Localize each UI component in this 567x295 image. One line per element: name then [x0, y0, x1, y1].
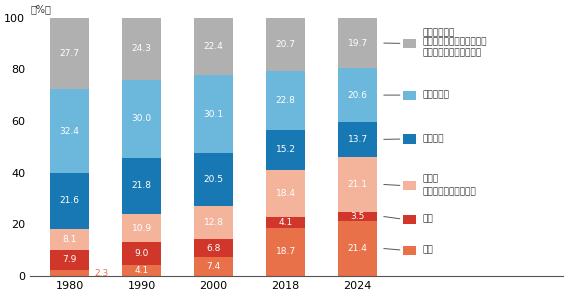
Text: 9.0: 9.0 [134, 249, 149, 258]
Bar [194, 239, 234, 257]
Bar [403, 39, 416, 48]
Text: 18.4: 18.4 [276, 189, 295, 198]
Bar [122, 214, 162, 242]
Text: 20.6: 20.6 [348, 91, 367, 100]
Text: アジア: アジア [423, 175, 439, 183]
Bar [50, 18, 90, 89]
Bar [266, 217, 306, 228]
Bar [194, 18, 234, 76]
Text: ヨーロッパ: ヨーロッパ [423, 91, 450, 100]
Text: 中国: 中国 [423, 246, 434, 255]
Text: 12.8: 12.8 [204, 218, 223, 227]
Bar [266, 170, 306, 217]
Text: 3.5: 3.5 [350, 212, 365, 221]
Text: （日本・中国を除く）: （日本・中国を除く） [423, 188, 476, 196]
Text: 6.8: 6.8 [206, 244, 221, 253]
Text: 7.4: 7.4 [206, 262, 221, 271]
Bar [338, 221, 378, 276]
Bar [338, 212, 378, 221]
Bar [338, 157, 378, 212]
Text: 10.9: 10.9 [132, 224, 152, 232]
Text: その他の地域: その他の地域 [423, 29, 455, 37]
Bar [50, 89, 90, 173]
Text: 4.1: 4.1 [134, 266, 149, 275]
Text: 21.1: 21.1 [348, 180, 367, 189]
Text: 30.0: 30.0 [132, 114, 152, 123]
Bar [122, 158, 162, 214]
Bar [50, 229, 90, 250]
Text: 20.7: 20.7 [276, 40, 295, 49]
Text: 15.2: 15.2 [276, 145, 295, 154]
Bar [50, 250, 90, 270]
Bar [266, 130, 306, 170]
Text: 22.4: 22.4 [204, 42, 223, 51]
Text: 8.1: 8.1 [62, 235, 77, 244]
Bar [50, 173, 90, 229]
Text: 19.7: 19.7 [348, 39, 367, 47]
Bar [403, 135, 416, 144]
Text: 30.1: 30.1 [204, 110, 224, 119]
Bar [122, 80, 162, 158]
Text: 21.8: 21.8 [132, 181, 151, 190]
Bar [403, 181, 416, 190]
Bar [194, 76, 234, 153]
Bar [266, 228, 306, 276]
Text: 20.5: 20.5 [204, 175, 223, 184]
Text: 18.7: 18.7 [276, 247, 296, 256]
Text: 24.3: 24.3 [132, 44, 151, 53]
Text: 22.8: 22.8 [276, 96, 295, 105]
Text: 21.6: 21.6 [60, 196, 79, 205]
Bar [403, 91, 416, 100]
Bar [122, 266, 162, 276]
Text: 21.4: 21.4 [348, 244, 367, 253]
Text: 13.7: 13.7 [348, 135, 367, 144]
Bar [122, 242, 162, 266]
Bar [194, 206, 234, 239]
Text: 2.3: 2.3 [95, 268, 109, 278]
Bar [50, 270, 90, 276]
Text: （%）: （%） [30, 4, 51, 14]
Text: 4.1: 4.1 [278, 218, 293, 227]
Text: 27.7: 27.7 [60, 49, 79, 58]
Text: （アフリカ、中南米、中東: （アフリカ、中南米、中東 [423, 38, 487, 47]
Text: アメリカ: アメリカ [423, 135, 445, 144]
Bar [403, 214, 416, 224]
Bar [122, 17, 162, 80]
Text: や太平洋諸島地域など）: や太平洋諸島地域など） [423, 48, 482, 57]
Bar [194, 153, 234, 206]
Bar [266, 18, 306, 71]
Text: 32.4: 32.4 [60, 127, 79, 135]
Bar [338, 18, 378, 68]
Bar [266, 71, 306, 130]
Bar [338, 68, 378, 122]
Bar [403, 246, 416, 255]
Bar [338, 122, 378, 157]
Text: 日本: 日本 [423, 215, 434, 224]
Bar [194, 257, 234, 276]
Text: 7.9: 7.9 [62, 255, 77, 264]
